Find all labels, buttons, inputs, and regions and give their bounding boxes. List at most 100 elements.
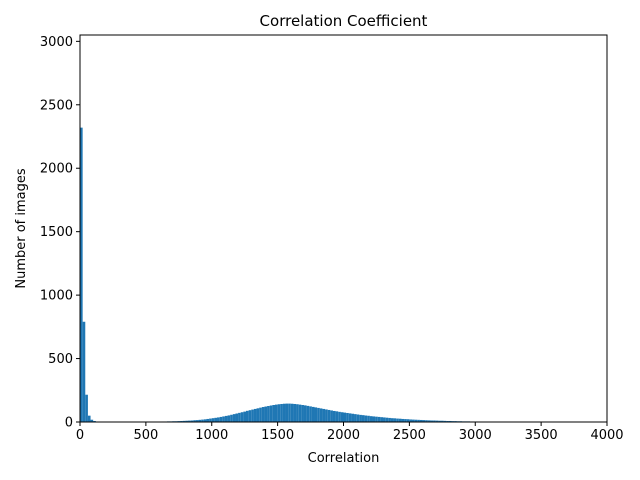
histogram-bar	[264, 406, 268, 422]
histogram-bar	[422, 420, 426, 422]
histogram-bar	[332, 410, 336, 422]
histogram-bar	[290, 403, 294, 422]
histogram-bar	[267, 406, 270, 422]
x-tick-label: 2500	[393, 428, 426, 443]
histogram-bar	[251, 409, 254, 422]
histogram-bar	[285, 403, 289, 422]
histogram-bar	[240, 412, 244, 422]
y-axis-ticks: 0 500 1000 1500 2000 2500 3000	[40, 35, 80, 431]
histogram-bar	[388, 417, 391, 422]
histogram-bar	[377, 416, 381, 422]
histogram-bar	[238, 412, 241, 422]
histogram-bar	[448, 420, 452, 422]
histogram-bar	[414, 419, 418, 422]
x-tick-label: 2000	[327, 428, 360, 443]
histogram-bar	[417, 419, 420, 422]
histogram-bar	[222, 416, 225, 422]
y-tick-label: 2000	[40, 162, 73, 177]
histogram-bar	[361, 415, 365, 422]
histogram-bar	[272, 405, 275, 422]
histogram-bar	[314, 407, 318, 422]
histogram-bar	[224, 415, 228, 422]
histogram-bar	[430, 420, 434, 422]
histogram-bar	[90, 419, 94, 422]
histogram-bar	[412, 419, 415, 422]
x-tick-label: 3500	[525, 428, 558, 443]
histogram-bar	[438, 420, 441, 422]
histogram-bar	[82, 321, 86, 422]
histogram-bar	[190, 420, 194, 422]
histogram-bar	[364, 415, 368, 422]
histogram-bar	[85, 394, 88, 422]
histogram-bar	[396, 418, 399, 422]
histogram-bar	[383, 417, 386, 422]
y-tick-label: 500	[48, 352, 73, 367]
histogram-bar	[306, 405, 310, 422]
histogram-bar	[433, 420, 436, 422]
histogram-bar	[409, 419, 413, 422]
histogram-bar	[293, 403, 297, 422]
histogram-bar	[327, 409, 331, 422]
histogram-bar	[246, 410, 249, 422]
histogram-bar	[298, 404, 302, 422]
histogram-bar	[390, 418, 394, 422]
histogram-bar	[217, 417, 220, 422]
histogram-bar	[367, 415, 370, 422]
histogram-bar	[343, 412, 347, 422]
histogram-bar	[398, 418, 402, 422]
histogram-bar	[182, 420, 186, 422]
histogram-bar	[348, 413, 352, 422]
histogram-bar	[380, 417, 384, 422]
histogram-bar	[180, 420, 183, 422]
histogram-bar	[301, 405, 304, 422]
histogram-bar	[256, 408, 260, 422]
chart-title: Correlation Coefficient	[260, 12, 428, 30]
histogram-bar	[201, 419, 204, 422]
x-tick-label: 1000	[195, 428, 228, 443]
histogram-bar	[441, 420, 444, 422]
x-tick-label: 4000	[590, 428, 623, 443]
histogram-bar	[406, 419, 410, 422]
histogram-bar	[93, 420, 96, 422]
x-axis-label: Correlation	[308, 451, 380, 466]
x-tick-label: 0	[76, 428, 84, 443]
histogram-bar	[330, 410, 333, 422]
histogram-bar	[346, 412, 349, 422]
x-tick-label: 500	[133, 428, 158, 443]
histogram-bar	[277, 404, 281, 422]
histogram-bar	[351, 413, 355, 422]
histogram-bar	[309, 406, 312, 422]
histogram-bar	[393, 418, 397, 422]
histogram-bar	[243, 411, 246, 422]
y-axis-label: Number of images	[14, 168, 29, 289]
plot-frame	[79, 34, 608, 423]
histogram-bar	[435, 420, 439, 422]
histogram-bar	[425, 420, 428, 422]
histogram-bar	[375, 416, 378, 422]
histogram-bar	[203, 419, 207, 422]
histogram-bar	[303, 405, 307, 422]
x-axis-ticks: 0 500 1000 1500 2000 2500 3000 3500 4000	[76, 422, 624, 443]
histogram-bar	[335, 411, 339, 422]
histogram-bar	[443, 420, 447, 422]
histogram-bar	[188, 420, 191, 422]
histogram-bar	[219, 416, 223, 422]
histogram-bar	[198, 419, 202, 422]
histogram-bar	[80, 127, 83, 422]
y-tick-label: 1500	[40, 225, 73, 240]
histogram-bar	[282, 403, 286, 422]
histogram-bar	[322, 408, 326, 422]
histogram-bar	[359, 414, 362, 422]
histogram-bar	[195, 420, 199, 422]
histogram-bar	[404, 419, 407, 422]
histogram-bar	[446, 420, 449, 422]
histogram-bar	[369, 416, 373, 422]
histogram-bar	[209, 418, 212, 422]
histogram-bar	[419, 419, 423, 422]
y-tick-label: 0	[65, 416, 73, 431]
histogram-bar	[206, 418, 210, 422]
histogram-bar	[340, 412, 344, 422]
x-tick-label: 1500	[261, 428, 294, 443]
